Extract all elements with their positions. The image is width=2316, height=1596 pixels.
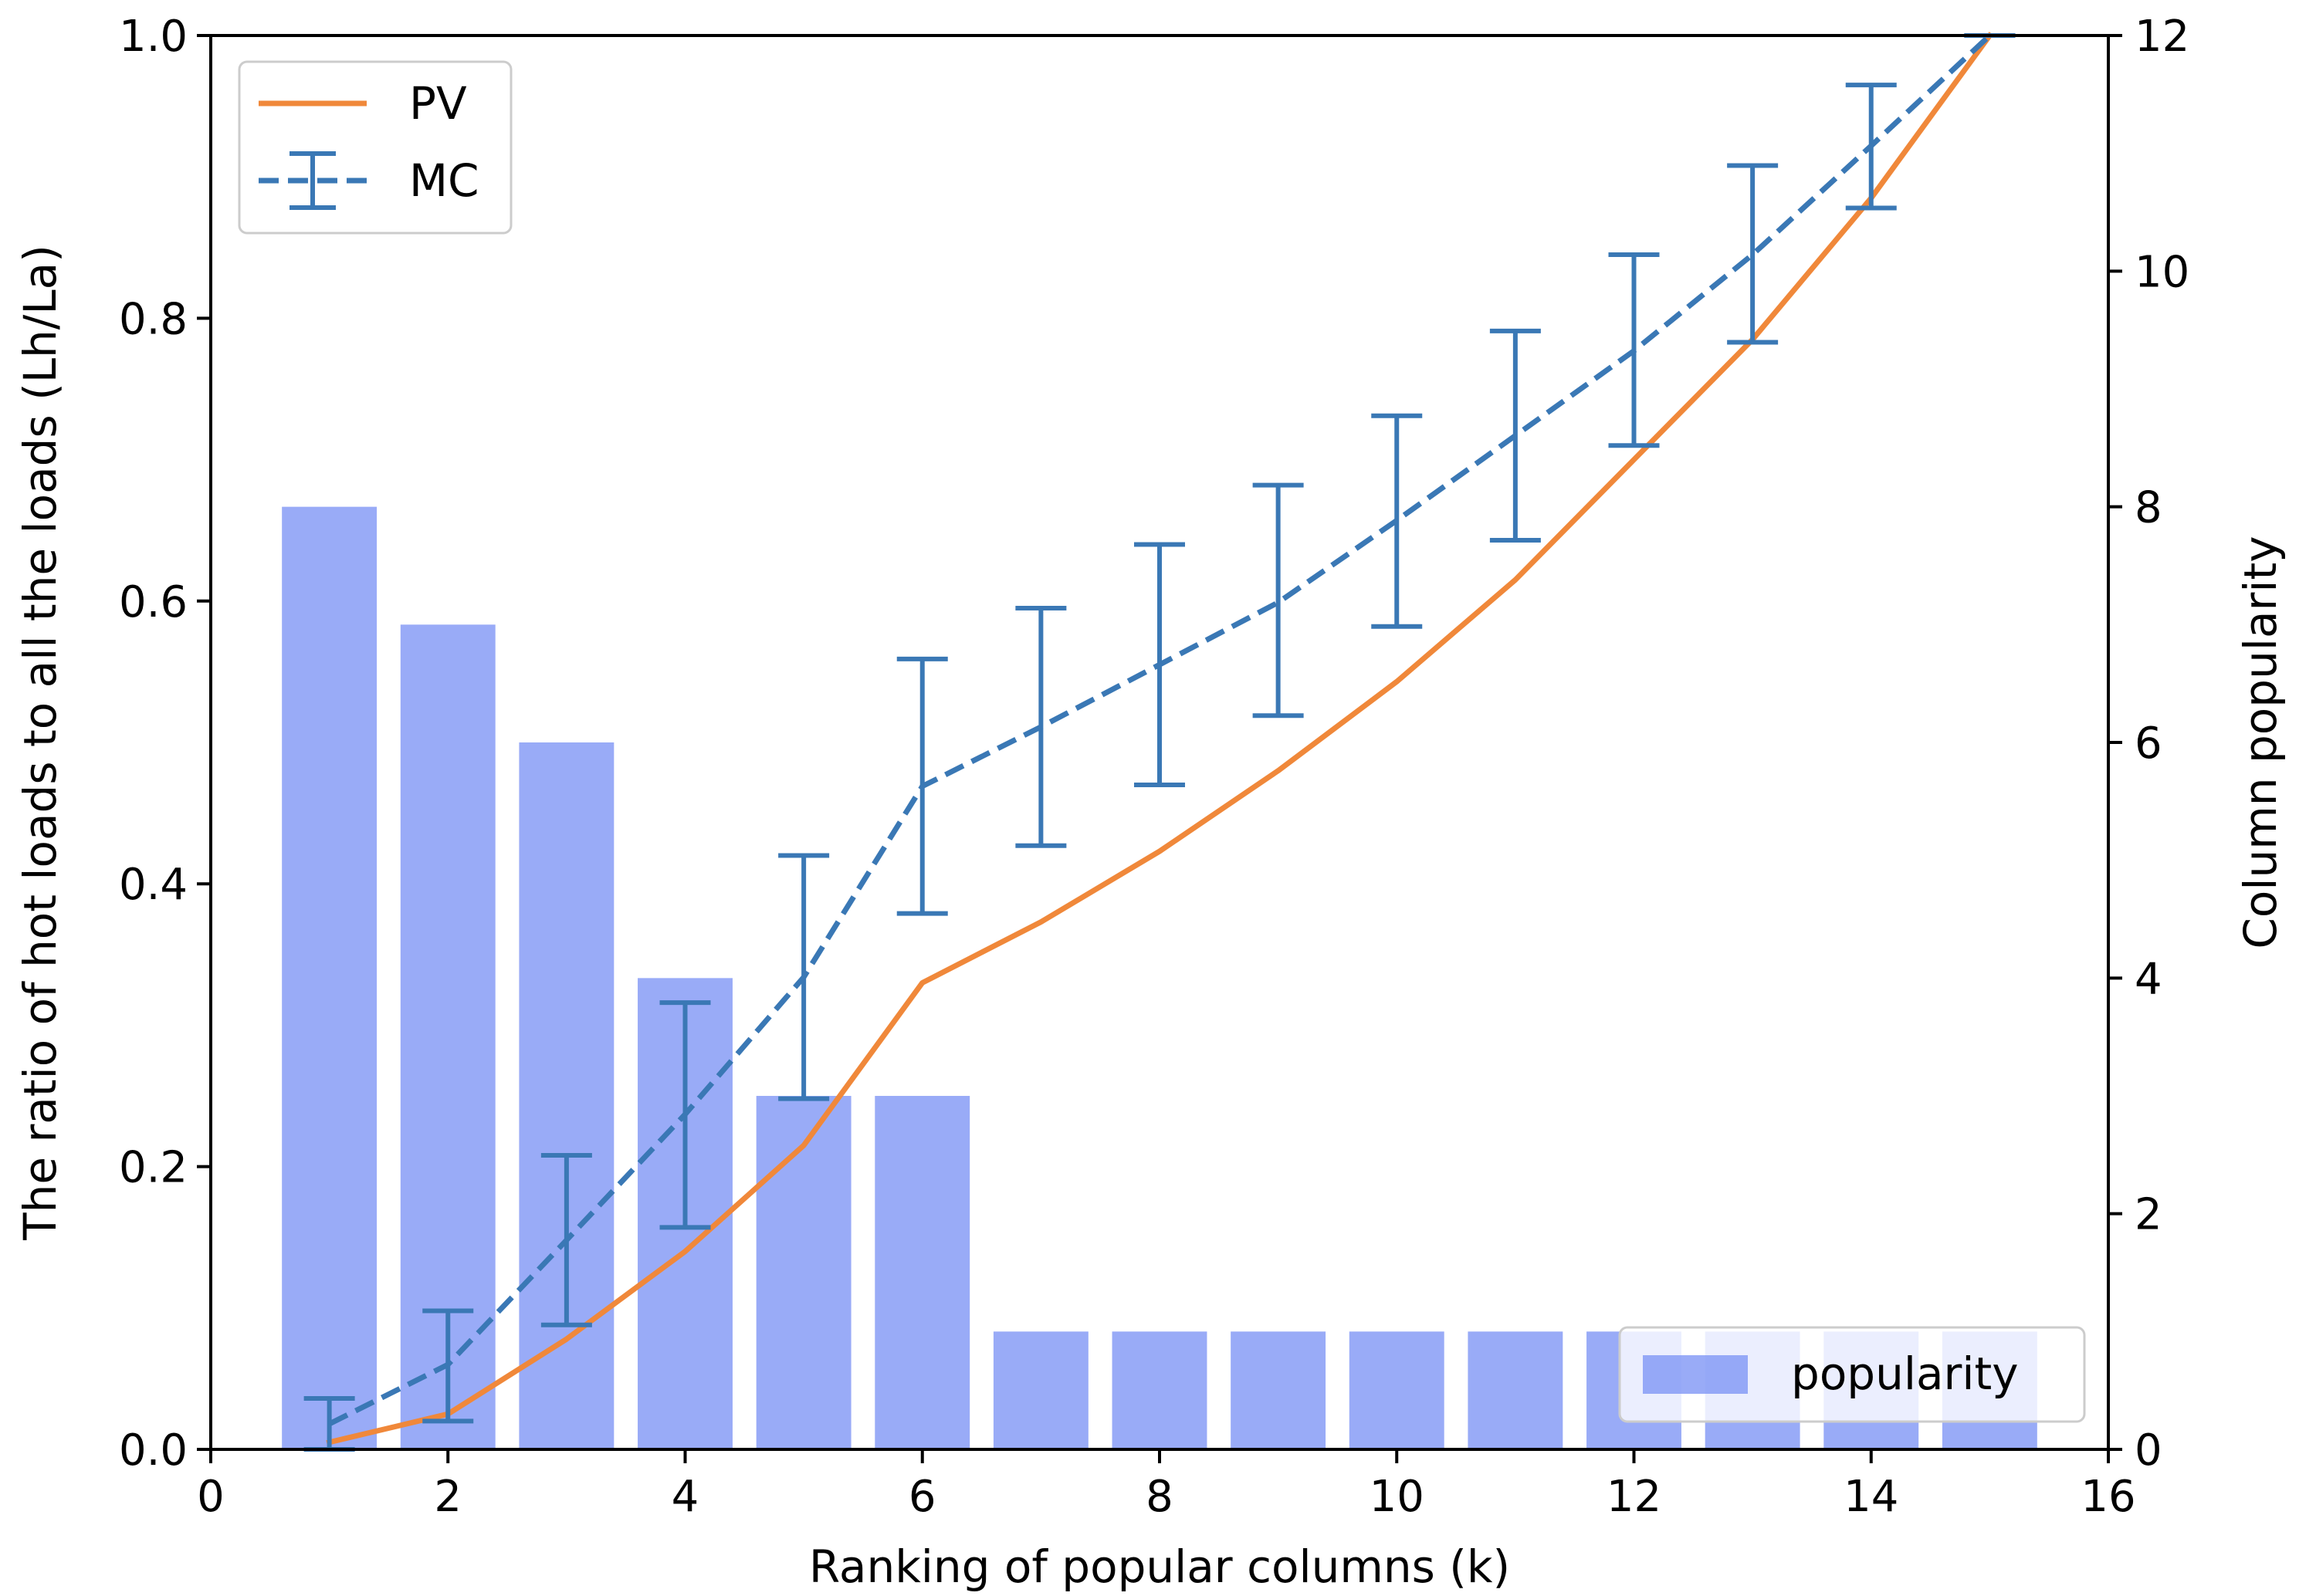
y-right-tick-label: 2 [2135,1190,2162,1240]
x-tick-label: 12 [1607,1472,1661,1522]
y-right-tick-label: 4 [2135,954,2162,1004]
popularity-bar [282,506,378,1449]
y-right-tick-label: 6 [2135,719,2162,769]
popularity-bar [1112,1331,1207,1449]
y-left-tick-label: 0.4 [119,860,188,910]
popularity-bar [1231,1331,1326,1449]
mc-series [303,33,2016,1452]
y-left-tick-label: 0.2 [119,1143,188,1193]
y-left-tick-label: 1.0 [119,12,188,62]
y-right-tick-label: 12 [2135,12,2189,62]
legend-upper-frame [238,60,513,235]
x-tick-label: 14 [1844,1472,1898,1522]
popularity-bar [875,1096,970,1449]
legend-mc-swatch [259,151,367,210]
y-right-tick-label: 8 [2135,483,2162,533]
x-tick-label: 0 [197,1472,225,1522]
y-left-tick-label: 0.8 [119,294,188,344]
legend-popularity-label: popularity [1791,1347,2019,1400]
x-tick-label: 16 [2081,1472,2135,1522]
popularity-bars [282,506,2037,1450]
axis-ticks: 0 2 4 6 8 10 12 14 16 0.0 0.2 0.4 0.6 0.8 1.0 0 2 4 6 8 10 12 [119,12,2189,1522]
popularity-bar [519,742,615,1449]
legend-lower-frame [1618,1326,2086,1423]
legend-mc-label: MC [409,154,479,207]
y-left-tick-label: 0.6 [119,577,188,627]
pv-series [326,32,1994,1446]
x-tick-label: 2 [434,1472,462,1522]
y-right-tick-label: 0 [2135,1425,2162,1476]
popularity-bar [756,1096,852,1449]
x-tick-label: 10 [1370,1472,1424,1522]
legend-pv-label: PV [409,77,467,130]
x-axis-label: Ranking of popular columns (k) [809,1540,1510,1593]
x-tick-label: 8 [1146,1472,1173,1522]
mc-line [328,33,1992,1427]
x-tick-label: 6 [909,1472,936,1522]
legend-lower: popularity [1618,1326,2086,1423]
legend-popularity-swatch [1643,1355,1748,1394]
popularity-bar [993,1331,1089,1449]
popularity-bar [1468,1331,1563,1449]
y-right-tick-label: 10 [2135,247,2189,297]
legend-upper: PV MC [238,60,513,235]
y-left-tick-label: 0.0 [119,1425,188,1476]
y-right-axis-label: Column popularity [2234,536,2287,948]
popularity-bar [1349,1331,1444,1449]
pv-line [326,32,1994,1446]
x-tick-label: 4 [672,1472,699,1522]
y-left-axis-label: The ratio of hot loads to all the loads … [14,245,66,1241]
